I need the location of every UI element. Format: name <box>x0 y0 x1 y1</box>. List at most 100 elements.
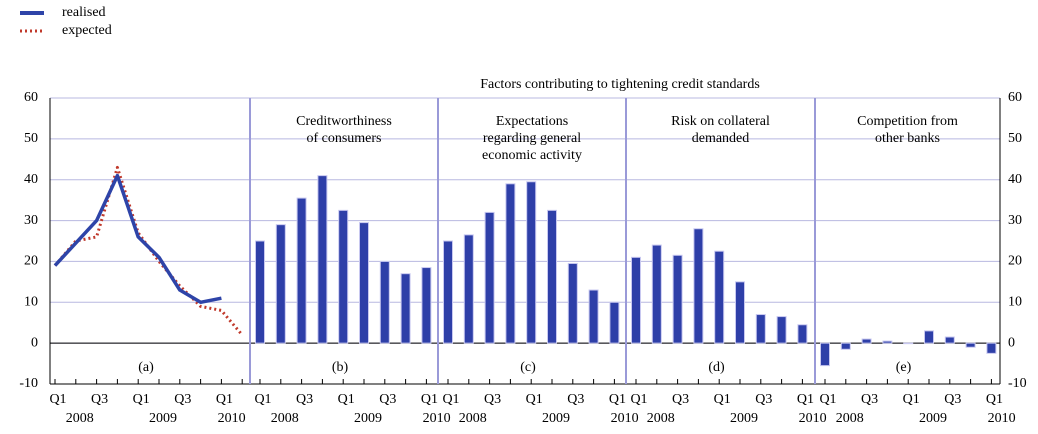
x-tick-label: Q3 <box>296 392 313 407</box>
x-year-label: 2010 <box>611 411 639 426</box>
x-tick-label: Q1 <box>526 392 543 407</box>
x-year-label: 2008 <box>66 411 94 426</box>
bar <box>588 289 599 344</box>
x-tick-label: Q1 <box>421 392 438 407</box>
y2-tick-label: 50 <box>1008 131 1022 146</box>
bar <box>776 316 787 344</box>
bar <box>924 330 934 344</box>
x-year-label: 2010 <box>423 411 451 426</box>
x-tick-label: Q1 <box>133 392 150 407</box>
x-tick-label: Q1 <box>216 392 233 407</box>
x-tick-label: Q3 <box>379 392 396 407</box>
line-series <box>53 165 244 336</box>
bar <box>359 222 369 344</box>
x-year-label: 2009 <box>919 411 947 426</box>
y2-tick-label: 30 <box>1008 213 1022 228</box>
bar <box>820 342 830 367</box>
x-tick-label: Q3 <box>91 392 108 407</box>
x-tick-label: Q1 <box>986 392 1003 407</box>
y-tick-label: 60 <box>24 90 38 105</box>
x-year-label: 2009 <box>730 411 758 426</box>
panel-name: Competition from <box>857 114 958 129</box>
bar <box>714 250 725 344</box>
y-tick-label: 20 <box>24 254 38 269</box>
x-tick-label: Q3 <box>755 392 772 407</box>
bar <box>672 254 683 344</box>
panel-name: Expectations <box>496 114 568 129</box>
panel-label: (c) <box>520 360 536 375</box>
panel-label: (b) <box>332 360 349 375</box>
bar <box>526 181 537 344</box>
bar <box>421 267 432 344</box>
bar <box>903 342 914 345</box>
x-year-label: 2008 <box>647 411 675 426</box>
bar <box>986 342 997 354</box>
x-tick-label: Q1 <box>903 392 920 407</box>
bar <box>317 175 328 344</box>
bar <box>484 211 495 344</box>
panel-name: Risk on collateral <box>671 114 770 129</box>
bar <box>861 338 872 344</box>
x-tick-label: Q1 <box>609 392 626 407</box>
y-tick-label: 30 <box>24 213 38 228</box>
legend-label: expected <box>62 23 112 38</box>
x-tick-label: Q3 <box>567 392 584 407</box>
x-year-label: 2010 <box>799 411 827 426</box>
bar <box>651 244 662 344</box>
x-year-label: 2008 <box>836 411 864 426</box>
x-tick-label: Q1 <box>254 392 271 407</box>
panel-name: economic activity <box>482 148 582 163</box>
x-tick-label: Q3 <box>672 392 689 407</box>
x-tick-label: Q1 <box>338 392 355 407</box>
x-tick-label: Q3 <box>944 392 961 407</box>
panel-label: (d) <box>708 360 725 375</box>
bar <box>505 183 516 344</box>
x-tick-label: Q1 <box>819 392 836 407</box>
x-year-label: 2009 <box>149 411 177 426</box>
y2-tick-label: 0 <box>1008 335 1015 350</box>
bar <box>275 224 286 344</box>
bar <box>567 262 578 344</box>
x-year-label: 2009 <box>542 411 570 426</box>
bar <box>693 228 704 344</box>
x-tick-label: Q1 <box>714 392 731 407</box>
line-series <box>53 173 222 305</box>
x-tick-label: Q3 <box>484 392 501 407</box>
bar <box>296 197 307 344</box>
x-year-label: 2010 <box>218 411 246 426</box>
x-year-label: 2008 <box>271 411 299 426</box>
panel-label: (e) <box>896 360 912 375</box>
legend-label: realised <box>62 5 106 20</box>
bar <box>609 301 620 344</box>
x-tick-label: Q1 <box>442 392 459 407</box>
panel-name: of consumers <box>306 131 381 146</box>
bar <box>443 240 453 344</box>
y2-tick-label: 10 <box>1008 295 1022 310</box>
x-year-label: 2008 <box>459 411 487 426</box>
y2-tick-label: 20 <box>1008 254 1022 269</box>
x-year-label: 2010 <box>988 411 1016 426</box>
y2-tick-label: 60 <box>1008 90 1022 105</box>
y-tick-label: 40 <box>24 172 38 187</box>
panel-name: demanded <box>692 131 750 146</box>
x-tick-label: Q1 <box>49 392 66 407</box>
y-tick-label: 0 <box>31 335 38 350</box>
y-tick-label: 50 <box>24 131 38 146</box>
bar <box>840 342 851 350</box>
panel-name: regarding general <box>483 131 581 146</box>
x-tick-label: Q3 <box>861 392 878 407</box>
bar <box>965 342 976 348</box>
bar <box>379 260 390 344</box>
bar <box>255 240 265 344</box>
bar <box>547 209 557 344</box>
panel-name: Creditworthiness <box>296 114 392 129</box>
bar <box>944 336 955 344</box>
x-tick-label: Q1 <box>630 392 647 407</box>
y-tick-label: 10 <box>24 295 38 310</box>
bar <box>797 324 808 344</box>
chart-title: Factors contributing to tightening credi… <box>480 77 760 92</box>
bar <box>338 209 349 344</box>
y-tick-label: -10 <box>19 376 38 391</box>
bar <box>631 256 641 344</box>
